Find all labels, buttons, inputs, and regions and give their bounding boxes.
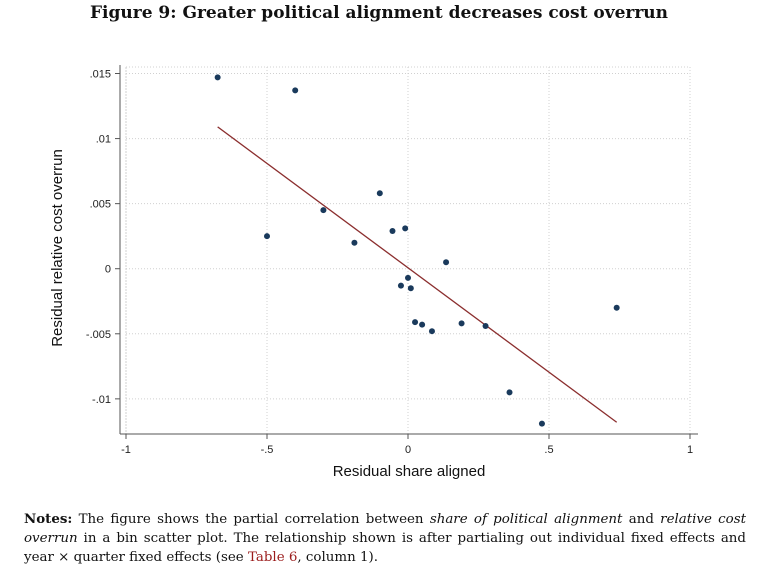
y-tick-label-3: .005: [90, 199, 111, 211]
data-point-2: [264, 233, 270, 240]
data-point-12: [419, 321, 426, 328]
notes-emphasis-2: relative cost overrun: [24, 512, 746, 546]
x-tick-label-0: -1: [121, 444, 131, 456]
data-point-15: [458, 320, 465, 327]
y-tick-label-5: .015: [90, 69, 111, 81]
x-tick-label-4: 1: [687, 444, 693, 456]
data-point-9: [405, 274, 411, 281]
data-point-7: [402, 225, 409, 232]
axes: [115, 65, 698, 439]
notes-emphasis-1: share of political alignment: [429, 512, 623, 527]
data-point-11: [412, 319, 419, 326]
grid-lines: [125, 66, 691, 435]
y-tick-label-0: -.01: [92, 394, 111, 406]
x-tick-label-2: 0: [405, 444, 411, 456]
notes-text-1: The figure shows the partial correlation…: [72, 512, 430, 527]
data-point-0: [214, 74, 221, 81]
notes-label: Notes:: [24, 511, 73, 527]
data-point-14: [443, 259, 450, 266]
data-point-8: [397, 282, 404, 289]
data-point-10: [407, 285, 414, 292]
notes-text-2: and: [622, 512, 661, 527]
y-tick-label-4: .01: [96, 134, 111, 146]
y-tick-label-1: -.005: [86, 329, 111, 341]
fit-line-group: [217, 126, 618, 423]
data-point-13: [428, 328, 435, 335]
y-tick-label-2: 0: [105, 264, 111, 276]
notes-text-4: , column 1).: [297, 550, 378, 565]
figure-title: Figure 9: Greater political alignment de…: [89, 3, 669, 23]
data-points: [214, 74, 620, 427]
data-point-1: [292, 87, 299, 94]
data-point-6: [389, 227, 396, 234]
x-axis-label: Residual share aligned: [333, 463, 486, 480]
data-point-19: [613, 304, 620, 311]
y-axis-label: Residual relative cost overrun: [49, 149, 66, 347]
scatter-plot: -1 -.5 0 .5 1 -.01 -.005 0 .005 .01 .015 Residual …: [49, 65, 698, 480]
data-point-5: [376, 190, 383, 197]
figure-notes: Notes: The figure shows the partial corr…: [24, 510, 746, 567]
table-reference-link[interactable]: Table 6: [247, 550, 298, 565]
data-point-4: [351, 239, 358, 246]
x-tick-label-3: .5: [544, 444, 553, 456]
notes-text-3: in a bin scatter plot. The relationship …: [24, 531, 746, 565]
data-point-18: [538, 420, 545, 427]
data-point-16: [482, 322, 489, 329]
data-point-3: [320, 207, 327, 214]
fit-line: [217, 126, 618, 423]
tick-labels: -1 -.5 0 .5 1 -.01 -.005 0 .005 .01 .015: [86, 69, 693, 456]
data-point-17: [506, 389, 513, 396]
x-tick-label-1: -.5: [261, 444, 274, 456]
